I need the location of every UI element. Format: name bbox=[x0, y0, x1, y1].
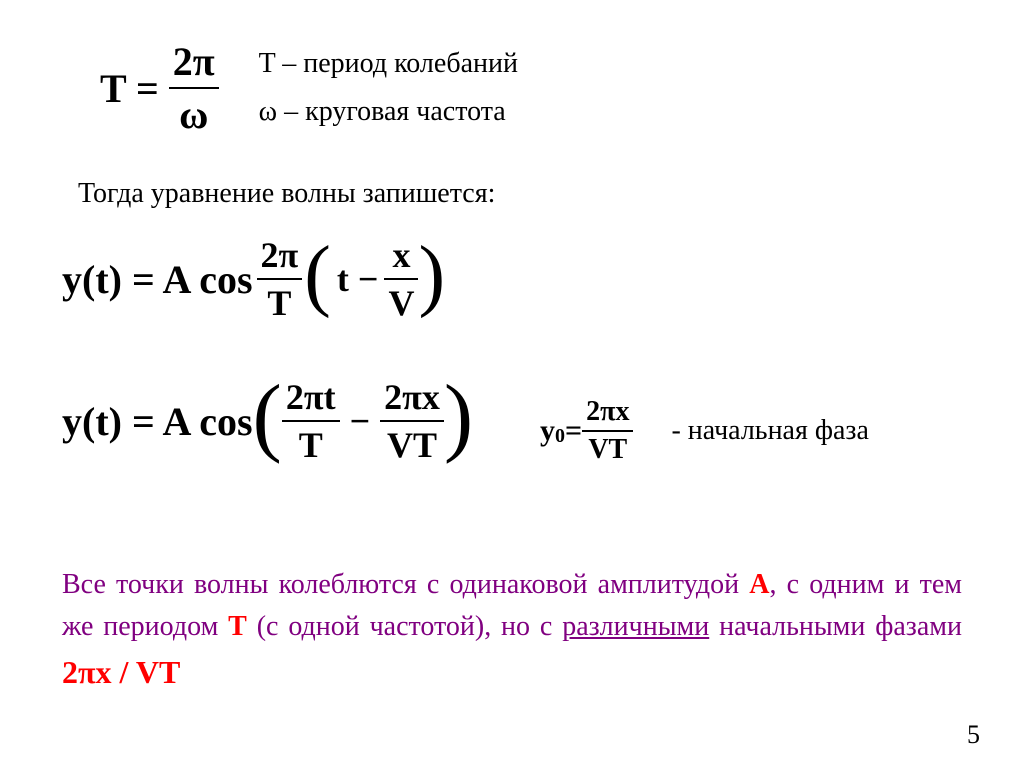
eq1-frac1: 2π T bbox=[257, 234, 303, 324]
period-formula-row: T = 2π ω T – период колебаний ω – кругов… bbox=[100, 38, 518, 138]
eq2-lhs: y(t) = A cos bbox=[62, 398, 253, 445]
initial-phase-formula: y0 = 2πx VT bbox=[540, 396, 633, 466]
def-omega: ω – круговая частота bbox=[259, 88, 518, 136]
def-period: T – период колебаний bbox=[259, 40, 518, 88]
para-T: Т bbox=[228, 611, 247, 642]
para-phase: 2πx / VT bbox=[62, 654, 180, 690]
period-lhs: T = bbox=[100, 65, 159, 112]
page-number: 5 bbox=[967, 720, 980, 750]
rparen-icon: ) bbox=[444, 377, 473, 456]
para-A: А bbox=[749, 569, 769, 600]
para-p3: (с одной частотой), но с bbox=[247, 611, 562, 642]
eq1-frac2: x V bbox=[384, 234, 418, 324]
para-p1: Все точки волны колеблются с одинаковой … bbox=[62, 569, 749, 600]
period-num: 2π bbox=[169, 38, 219, 85]
y0-sub: 0 bbox=[555, 425, 565, 448]
period-fraction: 2π ω bbox=[169, 38, 219, 138]
y0-frac: 2πx VT bbox=[582, 396, 633, 466]
summary-paragraph: Все точки волны колеблются с одинаковой … bbox=[62, 564, 962, 696]
period-den: ω bbox=[175, 91, 212, 138]
initial-phase-label: - начальная фаза bbox=[671, 415, 868, 447]
lparen-icon: ( bbox=[304, 239, 331, 311]
para-underline: различными bbox=[562, 611, 709, 642]
definitions: T – период колебаний ω – круговая частот… bbox=[259, 40, 518, 135]
eq1-t: t − bbox=[337, 258, 379, 300]
lparen-icon: ( bbox=[253, 377, 282, 456]
eq2-frac1: 2πt T bbox=[282, 376, 340, 466]
eq2-frac2: 2πx VT bbox=[380, 376, 444, 466]
rparen-icon: ) bbox=[418, 239, 445, 311]
wave-equation-1: y(t) = A cos 2π T ( t − x V ) bbox=[62, 234, 445, 324]
eq1-lhs: y(t) = A cos bbox=[62, 256, 253, 303]
eq2-minus: − bbox=[350, 400, 371, 442]
wave-equation-2: y(t) = A cos ( 2πt T − 2πx VT ) bbox=[62, 376, 473, 466]
para-p4: начальными фазами bbox=[709, 611, 962, 642]
period-formula: T = 2π ω bbox=[100, 38, 219, 138]
y0-eq: = bbox=[565, 414, 582, 448]
initial-phase-block: y0 = 2πx VT - начальная фаза bbox=[540, 396, 869, 466]
y0-y: y bbox=[540, 414, 555, 448]
intro-text: Тогда уравнение волны запишется: bbox=[78, 178, 495, 210]
